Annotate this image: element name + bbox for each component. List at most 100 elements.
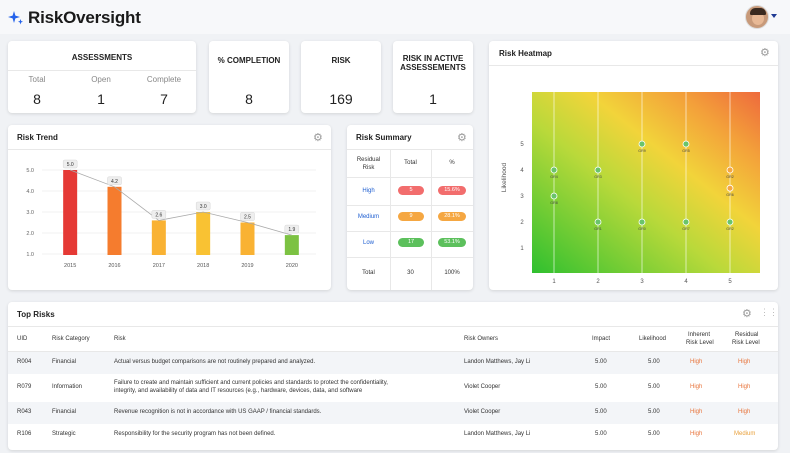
open-label: Open: [91, 75, 111, 84]
row-uid[interactable]: R043: [17, 409, 32, 415]
summary-pct-pill: 15.6%: [438, 186, 466, 195]
risk-point-label: GR3: [594, 175, 601, 179]
assessments-card: ASSESSMENTS Total Open Complete 8 1 7: [8, 41, 196, 113]
risk-active-value[interactable]: 1: [429, 91, 437, 107]
row-likelihood: 5.00: [648, 409, 660, 415]
bar: [284, 235, 299, 255]
row-impact: 5.00: [595, 384, 607, 390]
sparkle-logo-icon: [8, 11, 23, 25]
data-label-box: [107, 176, 122, 186]
table-row[interactable]: [8, 402, 778, 424]
data-label: 4.2: [111, 179, 118, 185]
risk-trend-settings-gear-icon[interactable]: ⚙: [313, 132, 323, 144]
row-residual: Medium: [734, 431, 756, 437]
risk-point-label: GR4: [550, 175, 557, 179]
summary-pct-pill: 28.1%: [438, 212, 466, 221]
row-uid[interactable]: R106: [17, 431, 32, 437]
y-axis-label: Likelihood: [501, 162, 508, 192]
table-row[interactable]: [8, 352, 778, 374]
divider: [347, 205, 473, 206]
bar: [196, 212, 211, 255]
x-tick-label: 2020: [286, 263, 298, 269]
row-category: Information: [52, 384, 83, 390]
row-inherent: High: [690, 384, 703, 390]
risk-heatmap-settings-gear-icon[interactable]: ⚙: [760, 47, 770, 59]
divider: [347, 177, 473, 178]
col-owners[interactable]: Risk Owners: [464, 336, 499, 342]
drag-handle-icon[interactable]: ⋮⋮: [760, 307, 778, 317]
trend-line: [70, 169, 292, 236]
y-tick-label: 5.0: [26, 168, 34, 174]
risk-point: [594, 218, 602, 226]
summary-pct-pill: 53.1%: [438, 238, 466, 247]
table-row[interactable]: [8, 374, 778, 402]
summary-level-medium[interactable]: Medium: [357, 214, 380, 220]
col-residual-2[interactable]: Risk Level: [732, 340, 760, 346]
summary-level-high[interactable]: High: [362, 188, 375, 194]
col-risk[interactable]: Risk: [114, 336, 126, 342]
col-impact[interactable]: Impact: [592, 336, 611, 342]
summary-total-pill: 5: [398, 186, 424, 195]
completion-value: 8: [245, 91, 253, 107]
row-inherent: High: [690, 409, 703, 415]
total-label: Total: [28, 75, 46, 84]
y-tick-label: 4.0: [26, 189, 34, 195]
row-risk: Revenue recognition is not in accordance…: [114, 409, 322, 415]
y-tick-label: 3.0: [26, 210, 34, 216]
y-tick-label: 3: [520, 194, 524, 200]
col-likelihood[interactable]: Likelihood: [639, 336, 667, 342]
complete-value[interactable]: 7: [160, 91, 168, 107]
y-tick-label: 1: [520, 246, 524, 252]
data-label: 2.5: [244, 215, 251, 221]
risk-point: [594, 166, 602, 174]
row-impact: 5.00: [595, 359, 607, 365]
row-owners: Violet Cooper: [464, 409, 501, 415]
risk-point: [726, 166, 734, 174]
summary-total-value: 30: [407, 270, 414, 276]
col-category[interactable]: Risk Category: [52, 336, 90, 342]
risk-summary-card: Risk Summary ⚙ Residual Risk Total % Hig…: [347, 125, 473, 290]
x-tick-label: 2018: [197, 263, 209, 269]
row-risk: Actual versus budget comparisons are not…: [114, 359, 316, 365]
row-category: Financial: [52, 409, 77, 415]
header-residual-risk-2: Risk: [362, 165, 375, 171]
app-logo[interactable]: RiskOversight: [8, 8, 141, 28]
summary-level-low[interactable]: Low: [362, 240, 374, 246]
col-residual-1[interactable]: Residual: [735, 332, 759, 338]
risk-active-title-1: RISK IN ACTIVE: [402, 54, 464, 63]
table-row[interactable]: [8, 424, 778, 446]
row-owners: Landon Matthews, Jay Li: [464, 359, 531, 365]
row-category: Strategic: [52, 431, 76, 437]
risk-value[interactable]: 169: [329, 91, 353, 107]
col-uid[interactable]: UID: [17, 336, 28, 342]
row-likelihood: 5.00: [648, 359, 660, 365]
risk-summary-settings-gear-icon[interactable]: ⚙: [457, 132, 467, 144]
risk-active-card: RISK IN ACTIVE ASSESSEMENTS 1: [393, 41, 473, 113]
total-value[interactable]: 8: [33, 91, 41, 107]
row-uid[interactable]: R004: [17, 359, 32, 365]
risk-point: [638, 218, 646, 226]
open-value[interactable]: 1: [97, 91, 105, 107]
y-tick-label: 4: [520, 168, 524, 174]
x-tick-label: 5: [728, 279, 732, 285]
row-impact: 5.00: [595, 431, 607, 437]
col-inherent-1[interactable]: Inherent: [688, 332, 711, 338]
x-tick-label: 2017: [153, 263, 165, 269]
top-risks-settings-gear-icon[interactable]: ⚙: [742, 308, 752, 320]
risk-point: [550, 192, 558, 200]
user-menu-caret-icon[interactable]: [771, 14, 777, 18]
risk-point: [550, 166, 558, 174]
bar: [240, 222, 255, 255]
row-uid[interactable]: R079: [17, 384, 32, 390]
x-tick-label: 1: [552, 279, 556, 285]
app-name: RiskOversight: [28, 8, 141, 27]
x-tick-label: 3: [640, 279, 644, 285]
row-impact: 5.00: [595, 409, 607, 415]
risk-point-label: GR2: [726, 227, 733, 231]
col-inherent-2[interactable]: Risk Level: [686, 340, 714, 346]
row-inherent: High: [690, 359, 703, 365]
y-tick-label: 1.0: [26, 252, 34, 258]
user-avatar[interactable]: [745, 5, 769, 29]
risk-summary-title: Risk Summary: [356, 133, 412, 142]
top-bar: RiskOversight: [0, 0, 790, 34]
